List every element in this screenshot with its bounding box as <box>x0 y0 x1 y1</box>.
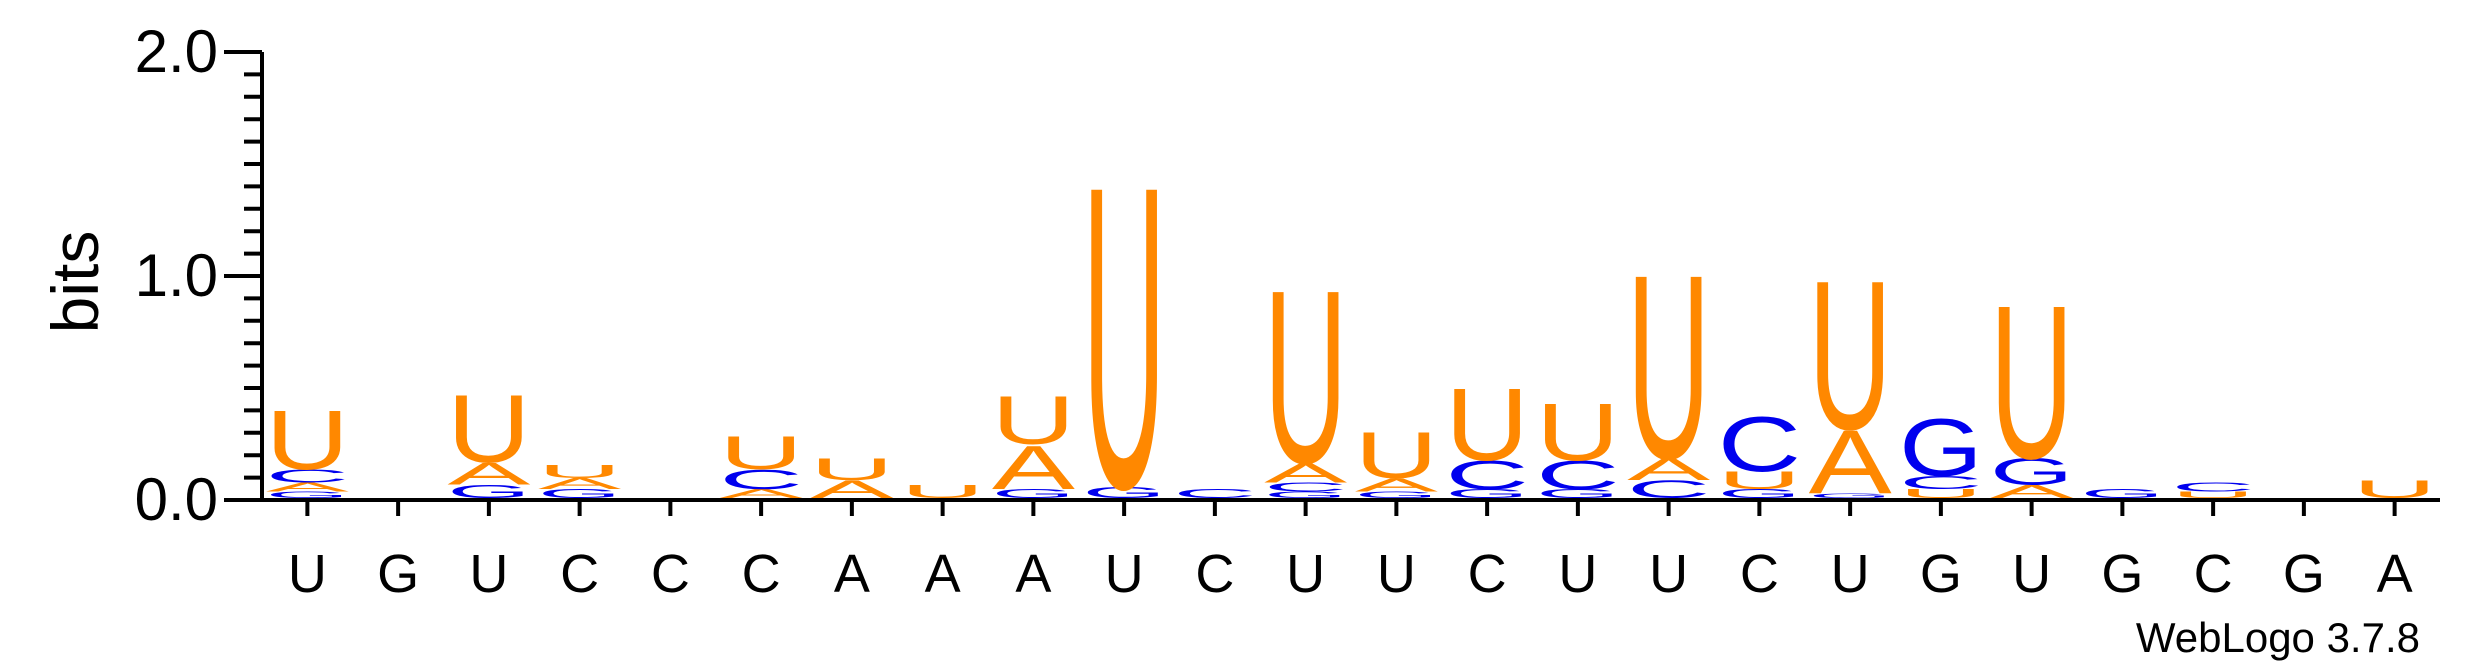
logo-letter-a: A <box>266 480 349 494</box>
logo-letter-g: G <box>1899 403 1982 494</box>
logo-letter-g: G <box>266 490 349 500</box>
logo-letter-c: C <box>2171 480 2255 494</box>
logo-letter-u: U <box>992 383 1075 460</box>
logo-letter-u: U <box>1718 466 1801 494</box>
logo-letter-u: U <box>810 452 893 487</box>
logo-letter-u: U <box>538 461 621 482</box>
y-axis: 0.0 1.0 2.0 <box>135 18 264 533</box>
x-tick-label: G <box>2101 544 2143 604</box>
x-tick-label: U <box>288 544 327 604</box>
logo-letter-u: U <box>719 426 802 479</box>
logo-letter-a: A <box>447 457 531 492</box>
logo-letter-u: U <box>1264 238 1347 515</box>
logo-letter-c: C <box>266 465 349 486</box>
logo-letter-a: A <box>1809 412 1892 514</box>
logo-letter-a: A <box>538 475 622 492</box>
logo-letter-a: A <box>1355 474 1439 495</box>
logo-letter-a: A <box>1264 457 1348 488</box>
x-tick-label: G <box>2283 544 2325 604</box>
logo-letter-a: A <box>1627 452 1711 487</box>
logo-letter-u: U <box>1990 260 2073 505</box>
logo-letter-u: U <box>1445 368 1528 483</box>
y-axis-label: bits <box>38 231 112 334</box>
x-tick-label: G <box>377 544 419 604</box>
logo-letter-g: G <box>992 487 1075 501</box>
logo-letter-a: A <box>992 433 1075 503</box>
logo-letter-a: A <box>1990 481 2074 502</box>
x-tick-label: C <box>742 544 781 604</box>
x-tick-label: U <box>2012 544 2051 604</box>
logo-letter-c: C <box>1536 453 1619 498</box>
y-tick-label: 1.0 <box>135 242 218 309</box>
x-tick-label: U <box>1649 544 1688 604</box>
x-tick-label: G <box>1920 544 1962 604</box>
logo-letter-g: G <box>1082 484 1165 501</box>
logo-letter-c: C <box>1445 453 1528 498</box>
x-tick-label: C <box>651 544 690 604</box>
x-tick-label: U <box>1831 544 1870 604</box>
x-tick-label: U <box>1105 544 1144 604</box>
x-tick-label: C <box>2194 544 2233 604</box>
x-tick-label: A <box>834 544 870 604</box>
logo-letter-u: U <box>1082 96 1165 578</box>
logo-letter-g: G <box>1536 487 1619 501</box>
logo-letter-g: G <box>1264 490 1347 500</box>
logo-letter-u: U <box>1808 237 1891 474</box>
x-tick-label: C <box>1195 544 1234 604</box>
x-tick-label: C <box>1468 544 1507 604</box>
logo-letter-g: G <box>1445 487 1528 501</box>
logo-letter-u: U <box>1355 418 1438 491</box>
logo-letter-g: G <box>1990 451 2073 493</box>
logo-letter-g: G <box>1355 490 1438 500</box>
logo-letter-u: U <box>266 393 349 487</box>
x-tick-label: C <box>560 544 599 604</box>
x-tick-label: U <box>469 544 508 604</box>
logo-letter-c: C <box>1264 480 1348 494</box>
y-tick-label: 2.0 <box>135 18 218 85</box>
logo-letter-g: G <box>538 487 621 501</box>
weblogo-credit: WebLogo 3.7.8 <box>2136 614 2420 661</box>
logo-letter-u: U <box>1536 387 1619 477</box>
logo-letter-g: G <box>1718 487 1801 501</box>
x-tick-label: A <box>1015 544 1051 604</box>
x-tick-label: C <box>1740 544 1779 604</box>
logo-letter-g: G <box>447 481 530 502</box>
logo-letter-u: U <box>901 481 984 502</box>
logo-letter-u: U <box>447 374 530 483</box>
logo-letter-c: C <box>1899 472 1982 493</box>
logo-letter-c: C <box>1173 487 1257 501</box>
logo-letter-u: U <box>2171 490 2254 500</box>
logo-letter-a: A <box>720 487 803 501</box>
y-tick-label: 0.0 <box>135 466 218 533</box>
logo-letter-g: G <box>2081 487 2164 501</box>
x-tick-label: A <box>925 544 961 604</box>
x-tick-label: U <box>1286 544 1325 604</box>
logo-letter-u: U <box>1627 221 1710 515</box>
x-tick-label: U <box>1558 544 1597 604</box>
logo-letter-g: G <box>1808 492 1891 499</box>
x-tick-label: A <box>2377 544 2413 604</box>
logo-letter-u: U <box>1899 487 1983 501</box>
logo-letter-c: C <box>1718 401 1801 488</box>
x-tick-label: U <box>1377 544 1416 604</box>
logo-letter-c: C <box>719 464 802 495</box>
